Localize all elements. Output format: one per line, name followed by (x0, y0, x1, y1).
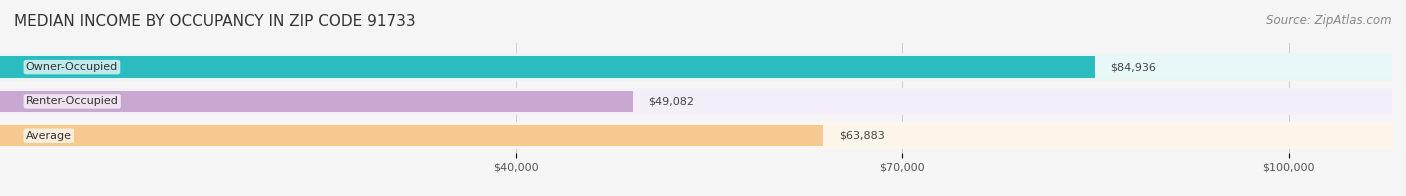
Bar (0, 56, 1392, 78)
Bar (0, 88, 1392, 115)
Bar (0, 125, 824, 146)
Text: $84,936: $84,936 (1111, 62, 1156, 72)
Text: $49,082: $49,082 (648, 96, 695, 106)
Text: Owner-Occupied: Owner-Occupied (25, 62, 118, 72)
Text: $63,883: $63,883 (839, 131, 884, 141)
Bar (0, 122, 1392, 150)
Bar (0, 91, 633, 112)
Bar (0, 54, 1392, 81)
Text: Average: Average (25, 131, 72, 141)
Text: Renter-Occupied: Renter-Occupied (25, 96, 118, 106)
Bar (0, 125, 1392, 146)
Text: MEDIAN INCOME BY OCCUPANCY IN ZIP CODE 91733: MEDIAN INCOME BY OCCUPANCY IN ZIP CODE 9… (14, 14, 416, 29)
Bar (0, 91, 1392, 112)
Bar (0, 56, 1095, 78)
Text: Source: ZipAtlas.com: Source: ZipAtlas.com (1267, 14, 1392, 27)
